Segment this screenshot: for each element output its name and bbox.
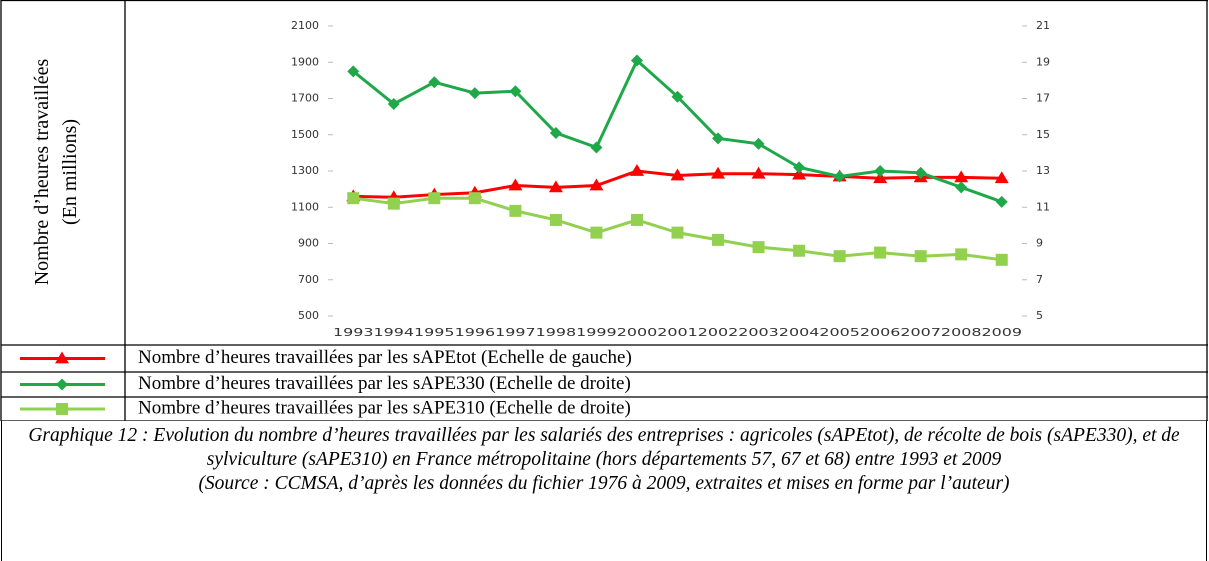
series-marker xyxy=(914,250,927,263)
series-marker xyxy=(712,233,725,246)
x-tick-label: 2007 xyxy=(900,326,941,339)
series-marker xyxy=(955,248,968,261)
series-marker xyxy=(995,195,1008,208)
series-marker xyxy=(629,164,644,176)
caption: Graphique 12 : Evolution du nombre d’heu… xyxy=(1,421,1207,561)
series-marker xyxy=(630,213,643,226)
series-marker xyxy=(793,161,806,174)
series-marker xyxy=(995,253,1008,266)
series-marker xyxy=(347,65,360,78)
y2-tick-label: 17 xyxy=(1036,92,1050,105)
series-marker xyxy=(630,54,643,67)
x-tick-label: 1994 xyxy=(374,326,415,339)
legend-marker xyxy=(55,351,69,364)
x-tick-label: 1995 xyxy=(414,326,455,339)
x-tick-label: 1999 xyxy=(576,326,617,339)
y2-tick-label: 11 xyxy=(1036,200,1050,213)
series-marker xyxy=(468,192,481,205)
caption-source: (Source : CCMSA, d’après les données du … xyxy=(198,473,1010,494)
x-tick-label: 2001 xyxy=(657,326,698,339)
x-tick-label: 1997 xyxy=(495,326,536,339)
x-tick-label: 2005 xyxy=(819,326,860,339)
y-axis-label: Nombre d’heures travaillées xyxy=(31,59,53,286)
series-marker xyxy=(509,204,522,217)
series-marker xyxy=(590,226,603,239)
series-marker xyxy=(792,167,807,180)
series-marker xyxy=(874,165,887,177)
y-tick-label: 900 xyxy=(298,237,319,250)
x-tick-label: 1998 xyxy=(536,326,577,339)
series-marker xyxy=(874,246,887,259)
x-tick-label: 1993 xyxy=(333,326,374,339)
legend-marker xyxy=(56,403,68,415)
series-marker xyxy=(590,141,603,154)
series-marker xyxy=(833,250,846,263)
y2-tick-label: 5 xyxy=(1036,309,1043,322)
x-tick-label: 2002 xyxy=(698,326,739,339)
series-marker xyxy=(914,166,927,179)
series-line xyxy=(352,57,1003,204)
x-tick-label: 2008 xyxy=(941,326,982,339)
series-marker xyxy=(955,181,968,194)
caption-text: Graphique 12 : Evolution du nombre d’heu… xyxy=(28,425,1180,470)
x-tick-label: 2009 xyxy=(981,326,1022,339)
series-marker xyxy=(509,85,522,98)
y2-tick-label: 21 xyxy=(1036,19,1050,32)
y-axis-sublabel: (En millions) xyxy=(59,119,81,225)
series-marker xyxy=(589,178,604,191)
series-marker xyxy=(387,197,400,210)
series-marker xyxy=(549,213,562,226)
legend-marker xyxy=(56,378,68,391)
series-marker xyxy=(711,166,726,179)
series-marker xyxy=(428,192,441,205)
y-tick-label: 2100 xyxy=(291,19,319,32)
chart-table: Nombre d’heures travaillées (En millions… xyxy=(0,0,1208,421)
series-marker xyxy=(712,132,725,145)
series-marker xyxy=(549,126,562,139)
y-tick-label: 1100 xyxy=(291,200,319,213)
y2-tick-label: 19 xyxy=(1036,55,1050,68)
table-borders xyxy=(0,0,1208,421)
x-tick-label: 2006 xyxy=(860,326,901,339)
y-tick-label: 500 xyxy=(298,309,319,322)
series-marker xyxy=(468,87,481,100)
series-marker xyxy=(387,97,400,110)
x-tick-label: 2000 xyxy=(617,326,658,339)
y2-tick-label: 15 xyxy=(1036,128,1050,141)
x-tick-label: 2004 xyxy=(779,326,820,339)
y2-tick-label: 7 xyxy=(1036,273,1043,286)
series-marker xyxy=(752,137,765,150)
y-tick-label: 1900 xyxy=(291,55,319,68)
y2-tick-label: 9 xyxy=(1036,237,1043,250)
series-marker xyxy=(994,171,1009,184)
x-tick-label: 1996 xyxy=(455,326,496,339)
series-marker xyxy=(833,170,846,183)
series-marker xyxy=(954,170,969,183)
legend-label: Nombre d’heures travaillées par les sAPE… xyxy=(138,347,632,368)
series-marker xyxy=(548,180,563,193)
legend-label: Nombre d’heures travaillées par les sAPE… xyxy=(138,397,631,418)
series-marker xyxy=(670,168,685,181)
y2-tick-label: 13 xyxy=(1036,164,1050,177)
series-marker xyxy=(873,171,888,184)
series-marker xyxy=(752,241,765,254)
y-tick-label: 1700 xyxy=(291,92,319,105)
y-tick-label: 1500 xyxy=(291,128,319,141)
series-marker xyxy=(508,178,523,191)
series-marker xyxy=(428,76,441,89)
series-marker xyxy=(751,166,766,179)
series-marker xyxy=(671,226,684,239)
y-tick-label: 700 xyxy=(298,273,319,286)
x-tick-label: 2003 xyxy=(738,326,779,339)
legend-label: Nombre d’heures travaillées par les sAPE… xyxy=(138,373,631,394)
series-marker xyxy=(347,192,360,205)
y-tick-label: 1300 xyxy=(291,164,319,177)
series-marker xyxy=(793,244,806,257)
series-marker xyxy=(671,90,684,103)
